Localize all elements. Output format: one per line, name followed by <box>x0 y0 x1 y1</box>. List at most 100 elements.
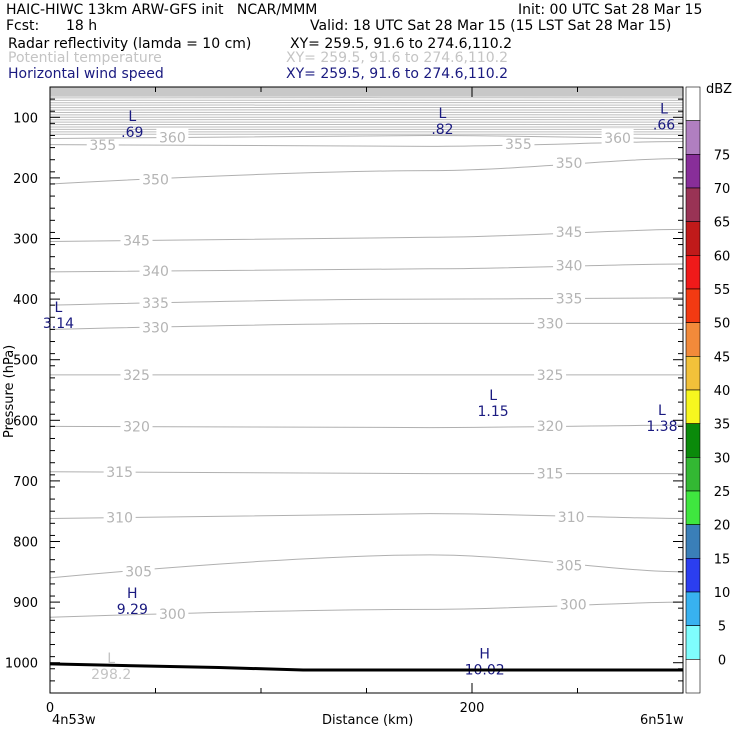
colorbar-segment <box>685 389 701 424</box>
theta-label-330: 330 <box>537 316 564 332</box>
colorbar-level-label: 65 <box>714 216 731 231</box>
theta-label-305: 305 <box>125 564 152 580</box>
theta-label-335: 335 <box>142 296 169 312</box>
theta-label-bg <box>534 314 567 331</box>
colorbar-level-label: 50 <box>714 317 731 332</box>
theta-label-bg <box>139 261 172 278</box>
colorbar-level-label: 5 <box>718 620 726 635</box>
model-title: HAIC-HIWC 13km ARW-GFS init NCAR/MMM <box>6 2 318 18</box>
colorbar-level-label: 30 <box>714 451 731 466</box>
y-tick-label: 400 <box>13 293 38 308</box>
y-tick-label: 600 <box>13 414 38 429</box>
valid-time: Valid: 18 UTC Sat 28 Mar 15 (15 LST Sat … <box>310 18 672 34</box>
theta-contour-330 <box>49 322 683 330</box>
theta-label-bg <box>601 128 634 145</box>
colorbar-segment <box>685 524 701 559</box>
field-name-theta: Potential temperature <box>8 50 162 66</box>
colorbar-level-label: 15 <box>714 552 731 567</box>
colorbar-segment <box>685 356 701 391</box>
x-axis-label: Distance (km) <box>322 713 414 728</box>
y-tick-label: 800 <box>13 536 38 551</box>
field-xy-wind: XY= 259.5, 91.6 to 274.6,110.2 <box>286 66 509 82</box>
wind-extremum-letter: L <box>658 403 666 419</box>
theta-label-bg <box>120 365 153 382</box>
x-tick-label: 0 <box>46 701 54 716</box>
colorbar-segment <box>685 558 701 593</box>
wind-extremum-value: .66 <box>653 117 675 133</box>
theta-contour-upper <box>49 104 684 106</box>
forecast-hour: 18 h <box>66 18 98 34</box>
y-tick-label: 700 <box>13 475 38 490</box>
theta-label-310: 310 <box>558 510 585 526</box>
theta-contour-335 <box>49 297 684 306</box>
theta-label-bg <box>122 562 155 579</box>
theta-label-325: 325 <box>123 368 150 384</box>
theta-label-300: 300 <box>159 607 186 623</box>
theta-label-360: 360 <box>159 130 186 146</box>
theta-label-320: 320 <box>123 420 150 436</box>
theta-contour-355 <box>49 141 684 147</box>
theta-label-bg <box>103 508 136 525</box>
wind-extremum-letter: L <box>439 106 447 122</box>
x-left-location: 4n53w <box>52 713 96 728</box>
theta-label-360: 360 <box>604 131 631 147</box>
theta-contour-315 <box>49 471 683 475</box>
theta-label-310: 310 <box>106 510 133 526</box>
colorbar-segment <box>685 591 701 626</box>
field-name-wind: Horizontal wind speed <box>8 66 164 82</box>
colorbar-segment <box>685 322 701 357</box>
field-name-reflectivity: Radar reflectivity (lamda = 10 cm) <box>8 36 252 52</box>
theta-label-345: 345 <box>123 233 150 249</box>
colorbar-segment <box>685 221 701 256</box>
colorbar-level-label: 70 <box>714 182 731 197</box>
theta-label-325: 325 <box>537 368 564 384</box>
wind-extremum-value: .69 <box>121 125 143 141</box>
theta-contour-340 <box>49 263 684 273</box>
colorbar-level-label: 10 <box>714 586 731 601</box>
colorbar-segment <box>685 423 701 458</box>
wind-extremum-value: 3.14 <box>43 316 74 332</box>
field-xy-theta: XY= 259.5, 91.6 to 274.6,110.2 <box>286 50 509 66</box>
theta-extremum-letter: L <box>107 651 115 667</box>
colorbar-segment <box>685 625 701 660</box>
colorbar-segment <box>685 288 701 323</box>
x-right-location: 6n51w <box>640 713 684 728</box>
wind-extremum-letter: L <box>489 388 497 404</box>
theta-contour-upper <box>49 101 684 104</box>
theta-label-340: 340 <box>142 264 169 280</box>
theta-label-bg <box>139 318 172 335</box>
theta-label-bg <box>534 365 567 382</box>
theta-label-bg <box>534 417 567 434</box>
wind-extremum-value: .82 <box>431 122 453 138</box>
y-tick-label: 1000 <box>5 657 38 672</box>
surface-pressure-line <box>49 662 683 672</box>
theta-label-350: 350 <box>142 173 169 189</box>
wind-extremum-value: 1.38 <box>646 419 677 435</box>
colorbar-level-label: 20 <box>714 519 731 534</box>
theta-label-bg <box>156 605 189 622</box>
theta-label-bg <box>120 417 153 434</box>
theta-label-340: 340 <box>556 259 583 275</box>
y-tick-label: 300 <box>13 233 38 248</box>
theta-label-bg <box>139 170 172 187</box>
theta-label-320: 320 <box>537 419 564 435</box>
wind-extremum-value: 1.15 <box>478 404 509 420</box>
theta-label-335: 335 <box>556 291 583 307</box>
forecast-label: Fcst: <box>6 18 40 34</box>
colorbar-segment <box>685 659 701 694</box>
theta-contour-305 <box>49 554 684 579</box>
colorbar-segment <box>685 457 701 492</box>
theta-label-bg <box>120 231 153 248</box>
colorbar-segment <box>685 255 701 290</box>
theta-label-bg <box>553 556 586 573</box>
theta-label-bg <box>557 595 590 612</box>
theta-label-345: 345 <box>556 225 583 241</box>
theta-label-355: 355 <box>89 138 116 154</box>
y-tick-label: 900 <box>13 596 38 611</box>
colorbar-segment <box>685 490 701 525</box>
colorbar-level-label: 40 <box>714 384 731 399</box>
colorbar-level-label: 60 <box>714 249 731 264</box>
theta-contour-320 <box>49 424 684 429</box>
theta-label-bg <box>534 464 567 481</box>
theta-contour-310 <box>49 513 684 519</box>
